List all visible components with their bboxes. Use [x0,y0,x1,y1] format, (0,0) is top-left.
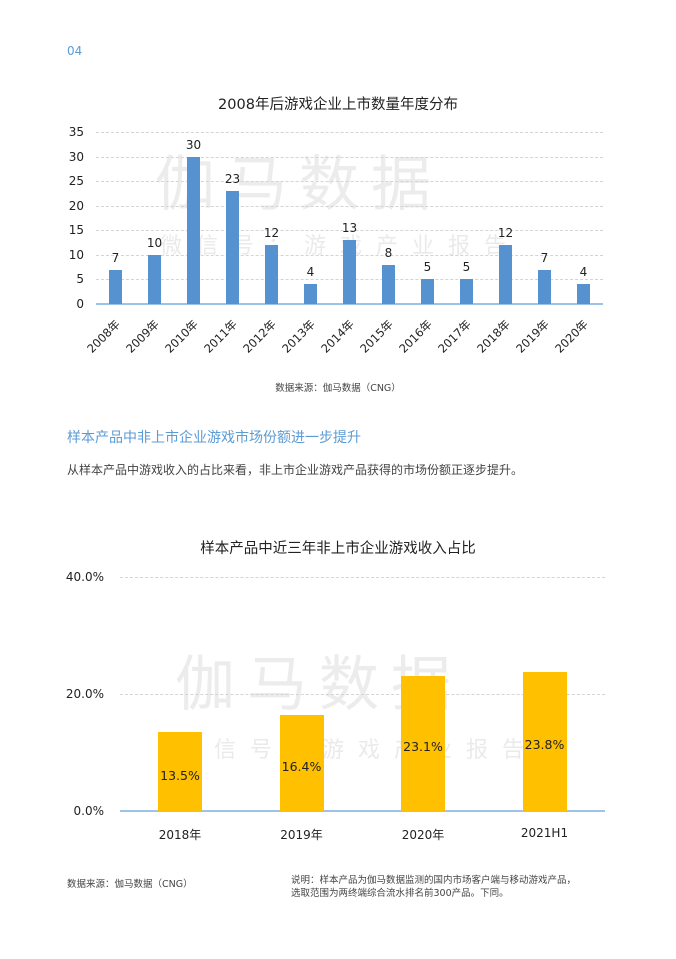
y-axis-tick-label: 10 [68,247,84,262]
chart-1-title: 2008年后游戏企业上市数量年度分布 [218,97,458,113]
gridline [96,230,603,232]
bar [538,269,551,304]
bar [109,269,122,304]
bar-value-label: 12 [497,226,514,241]
bar [577,284,590,304]
bar-value-label: 23 [224,171,241,186]
bar [226,190,239,304]
y-axis-tick-label: 40.0% [65,570,104,584]
gridline [96,181,603,183]
bar [382,264,395,304]
bar-value-label: 30 [185,137,202,152]
bar [304,284,317,304]
watermark-sub: 微信号：游戏产业报告 [160,234,521,259]
gridline [120,694,605,695]
bar-value-label: 12 [263,226,280,241]
x-axis-tick-label: 2020年 [401,828,445,842]
bar [158,732,202,811]
x-axis-tick-label: 2018年 [158,828,202,842]
bar-value-label: 23.1% [403,739,443,755]
bar-value-label: 7 [540,250,549,265]
bar-value-label: 8 [384,245,393,260]
bar-value-label: 23.8% [524,737,565,753]
bar [279,715,324,811]
bar-value-label: 10 [146,235,163,250]
bar-value-label: 4 [306,265,315,280]
bar-value-label: 5 [462,260,471,275]
y-axis-tick-label: 0.0% [73,804,105,818]
bar [343,240,356,304]
bar [499,245,512,304]
section-heading: 样本产品中非上市企业游戏市场份额进一步提升 [67,430,361,446]
y-axis-tick-label: 30 [68,149,84,164]
bar-value-label: 5 [423,260,432,275]
bar-value-label: 4 [579,265,588,280]
y-axis-tick-label: 20.0% [65,687,104,701]
chart-2-note: 说明：样本产品为伽马数据监测的国内市场客户端与移动游戏产品， 选取范围为两终端综… [291,874,576,900]
chart-2-title: 样本产品中近三年非上市企业游戏收入占比 [200,541,476,557]
gridline [120,577,605,578]
bar [522,671,567,811]
chart-2-source: 数据来源：伽马数据（CNG） [67,879,193,890]
bar-value-label: 16.4% [281,759,322,775]
chart-2-note-line-1: 说明：样本产品为伽马数据监测的国内市场客户端与移动游戏产品， [291,875,577,886]
chart-1: 2008年后游戏企业上市数量年度分布 伽马数据 微信号：游戏产业报告 0 5 10 1… [0,0,676,400]
watermark-main: 伽马数据 [155,150,443,220]
bar-value-label: 13 [341,221,358,236]
bar [265,245,278,304]
chart-2-note-line-2: 选取范围为两终端综合流水排名前300产品。下同。 [291,888,509,899]
bar [148,254,161,304]
y-axis-tick-label: 35 [68,125,84,139]
y-axis-tick-label: 5 [76,272,84,287]
x-axis-line [120,810,605,812]
gridline [96,205,603,207]
y-axis-tick-label: 20 [68,198,84,213]
page-number: 04 [67,44,83,58]
bar [401,675,445,811]
x-axis-tick-label: 2021H1 [520,826,569,840]
gridline [96,156,603,158]
bar [460,279,473,304]
y-axis-tick-label: 15 [68,223,84,238]
bar [187,156,200,304]
watermark-sub-2: 微信号：游戏产业报告 [178,738,539,763]
x-axis-tick-label: 2019年 [280,828,323,842]
y-axis-tick-label: 25 [68,174,84,189]
chart-1-source: 数据来源：伽马数据（CNG） [275,383,401,394]
gridline [96,132,603,133]
y-axis-tick-label: 0 [76,297,84,311]
bar [421,279,434,304]
x-axis-line [96,303,603,305]
bar-value-label: 7 [111,250,120,265]
bar-value-label: 13.5% [160,767,200,783]
body-text: 从样本产品中游戏收入的占比来看，非上市企业游戏产品获得的市场份额正逐步提升。 [67,463,524,477]
